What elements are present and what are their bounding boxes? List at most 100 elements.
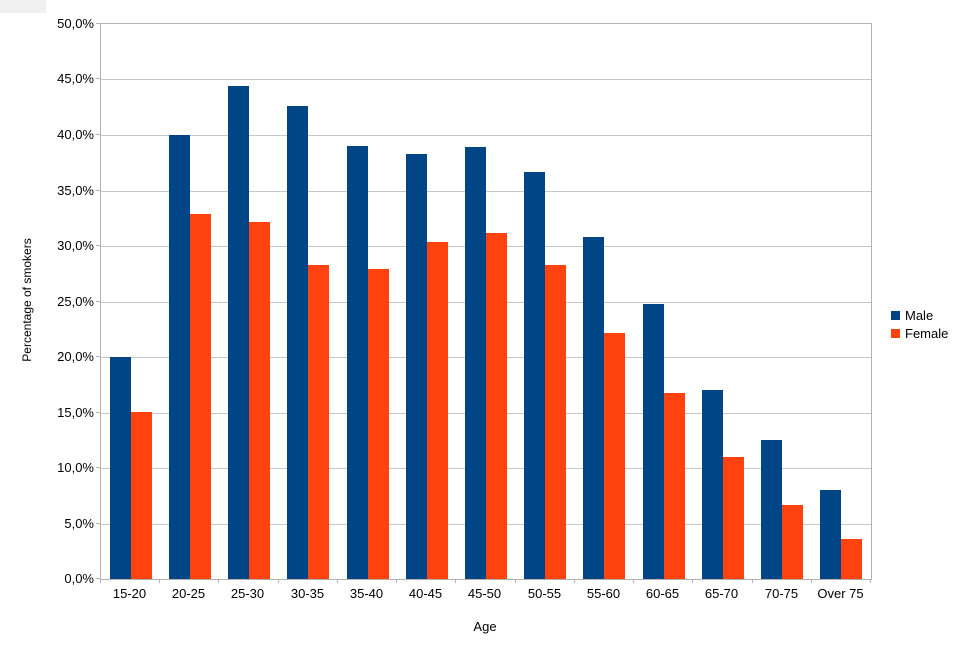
male-bar-55-60 [583,237,605,579]
bar-group-Over 75 [812,24,871,579]
y-tick-mark [96,245,101,246]
x-tick-mark [455,579,456,583]
x-category-label-35-40: 35-40 [349,586,384,601]
gridline [101,135,871,136]
y-tick-label: 10,0% [57,460,94,475]
bar-group-25-30 [219,24,278,579]
y-tick-label: 40,0% [57,127,94,142]
x-category-label-Over 75: Over 75 [817,586,864,601]
x-tick-mark [574,579,575,583]
bar-group-55-60 [575,24,634,579]
bar-group-65-70 [693,24,752,579]
gridline [101,79,871,80]
y-tick-mark [96,23,101,24]
male-bar-50-55 [524,172,546,579]
x-category-label-70-75: 70-75 [764,586,799,601]
female-bar-55-60 [604,333,626,579]
plot-area [100,23,872,580]
bar-group-35-40 [338,24,397,579]
y-tick-mark [96,190,101,191]
female-bar-Over 75 [841,539,863,579]
x-tick-mark [278,579,279,583]
x-tick-mark [752,579,753,583]
x-category-label-60-65: 60-65 [645,586,680,601]
y-tick-mark [96,467,101,468]
x-tick-mark [218,579,219,583]
bar-group-50-55 [516,24,575,579]
female-bar-25-30 [249,222,271,579]
y-tick-label: 15,0% [57,405,94,420]
y-tick-mark [96,134,101,135]
female-bar-20-25 [189,214,211,579]
y-axis-title: Percentage of smokers [20,238,34,362]
male-bar-25-30 [228,86,250,579]
x-tick-mark [633,579,634,583]
legend-label-female: Female [905,325,949,341]
female-series-swatch-icon [891,328,900,338]
male-bar-65-70 [701,390,723,579]
y-tick-label: 45,0% [57,71,94,86]
x-category-label-65-70: 65-70 [704,586,739,601]
x-tick-mark [870,579,871,583]
male-bar-35-40 [346,146,368,579]
y-tick-label: 50,0% [57,16,94,31]
y-tick-mark [96,578,101,579]
x-category-label-25-30: 25-30 [230,586,265,601]
y-tick-mark [96,412,101,413]
y-tick-label: 30,0% [57,238,94,253]
female-bar-40-45 [426,242,448,579]
y-tick-label: 35,0% [57,183,94,198]
female-bar-35-40 [367,269,389,579]
y-tick-mark [96,356,101,357]
bar-group-30-35 [279,24,338,579]
bar-group-60-65 [634,24,693,579]
gridline [101,191,871,192]
y-tick-mark [96,523,101,524]
x-category-label-40-45: 40-45 [408,586,443,601]
legend-item-female: Female [891,324,948,342]
male-bar-15-20 [109,357,131,579]
bar-group-15-20 [101,24,160,579]
female-bar-70-75 [782,505,804,579]
y-tick-label: 5,0% [64,516,94,531]
male-bar-Over 75 [820,490,842,579]
male-bar-60-65 [642,304,664,579]
male-bar-45-50 [464,147,486,579]
bar-group-20-25 [160,24,219,579]
x-tick-mark [337,579,338,583]
x-tick-mark [100,579,101,583]
female-bar-30-35 [308,265,330,579]
female-bar-65-70 [722,457,744,579]
bar-group-45-50 [456,24,515,579]
male-bar-70-75 [761,440,783,579]
x-axis-title: Age [473,619,497,634]
x-tick-mark [396,579,397,583]
male-bar-20-25 [168,135,190,579]
y-tick-label: 25,0% [57,294,94,309]
x-category-label-45-50: 45-50 [467,586,502,601]
female-bar-45-50 [485,233,507,579]
x-category-label-55-60: 55-60 [586,586,621,601]
legend: Male Female [891,306,948,342]
x-tick-mark [811,579,812,583]
female-bar-50-55 [545,265,567,579]
x-category-label-15-20: 15-20 [112,586,147,601]
corner-artifact [0,0,46,13]
y-tick-mark [96,301,101,302]
x-tick-mark [159,579,160,583]
x-tick-mark [692,579,693,583]
legend-item-male: Male [891,306,948,324]
male-bar-30-35 [287,106,309,579]
x-category-label-30-35: 30-35 [290,586,325,601]
y-tick-label: 20,0% [57,349,94,364]
x-category-label-20-25: 20-25 [171,586,206,601]
legend-label-male: Male [905,307,934,323]
x-tick-mark [515,579,516,583]
male-series-swatch-icon [891,310,900,320]
male-bar-40-45 [405,154,427,579]
female-bar-60-65 [663,393,685,579]
female-bar-15-20 [130,412,152,579]
y-tick-label: 0,0% [64,571,94,586]
bar-group-40-45 [397,24,456,579]
